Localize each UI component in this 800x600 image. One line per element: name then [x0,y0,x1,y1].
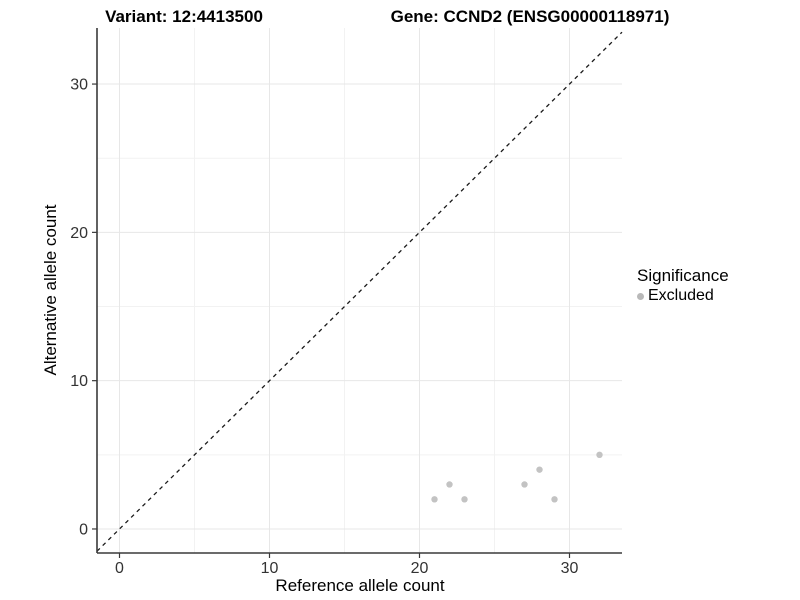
data-point [521,481,528,488]
legend: Significance Excluded [637,265,729,306]
legend-title: Significance [637,266,729,285]
plot-title-gene: Gene: CCND2 (ENSG00000118971) [390,7,670,26]
legend-item-excluded: Excluded [637,286,729,306]
y-axis-title: Alternative allele count [41,204,60,376]
y-tick-label: 30 [70,77,88,94]
data-point [446,481,453,488]
data-point [596,451,603,459]
grid-minor [97,28,622,553]
x-tick-label: 0 [115,560,124,577]
excluded-point-icon [637,292,644,300]
data-point [551,496,558,503]
series-excluded [431,451,603,503]
axis-ticks: 0 10 20 30 0 10 20 30 [70,77,578,577]
data-point [461,496,468,503]
identity-dashed-line [96,31,623,552]
x-tick-label: 10 [261,560,279,577]
y-tick-label: 10 [70,373,88,390]
data-point [536,466,543,473]
data-point [431,496,438,503]
x-tick-label: 30 [561,560,579,577]
y-tick-label: 20 [70,225,88,242]
x-axis-title: Reference allele count [275,576,445,595]
y-tick-label: 0 [79,521,88,538]
legend-item-label: Excluded [648,287,714,304]
grid-major [97,28,622,553]
x-tick-label: 20 [411,560,429,577]
plot-title-variant: Variant: 12:4413500 [105,7,263,26]
